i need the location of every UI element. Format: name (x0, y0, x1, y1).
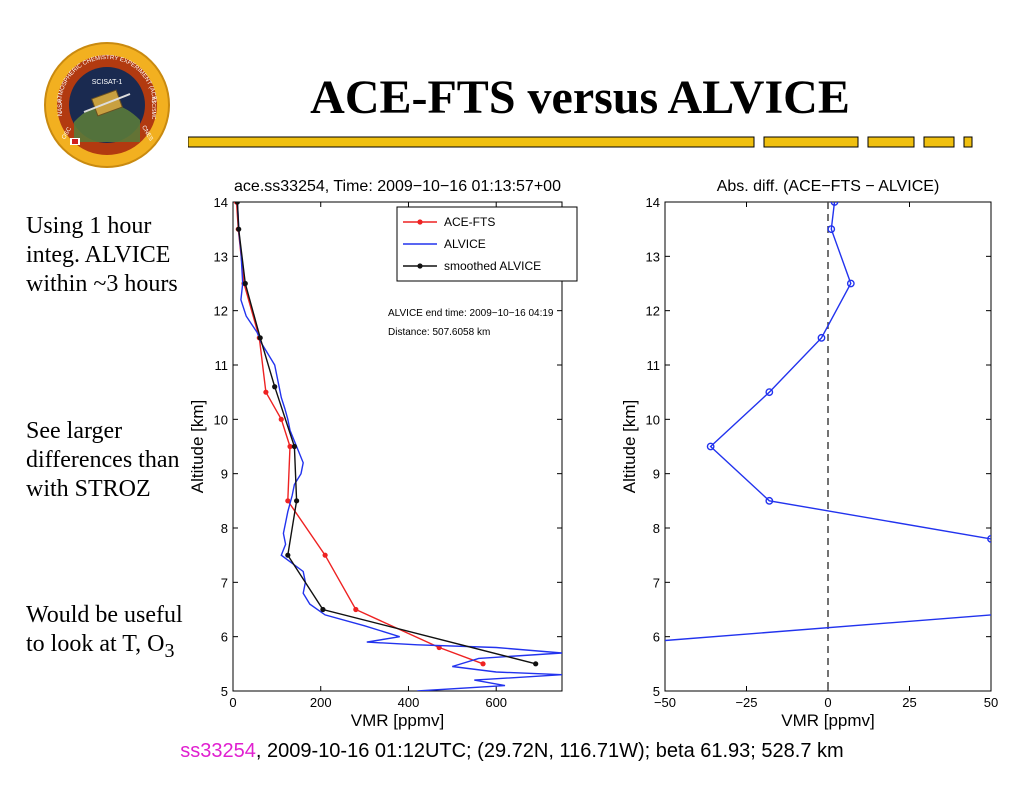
data-point-smoothed-alvice (236, 226, 242, 232)
note-integration: Using 1 hour integ. ALVICE within ~3 hou… (26, 213, 178, 297)
x-tick-label: −50 (654, 695, 676, 710)
note-differences: See larger differences than with STROZ (26, 418, 180, 502)
data-point-smoothed-alvice (272, 384, 278, 390)
x-tick-label: 400 (398, 695, 420, 710)
y-tick-label: 10 (214, 412, 228, 427)
series-line-smoothed-alvice (236, 202, 536, 665)
y-tick-label: 6 (221, 630, 228, 645)
y-tick-label: 11 (647, 358, 661, 373)
data-point-difference (846, 279, 855, 288)
data-point-ace-fts (322, 552, 328, 558)
y-tick-label: 9 (653, 467, 660, 482)
data-point-smoothed-alvice (285, 552, 291, 558)
data-point-difference (827, 225, 836, 234)
y-axis-label: Altitude [km] (620, 400, 639, 494)
y-tick-label: 8 (653, 521, 660, 536)
y-tick-label: 7 (653, 575, 660, 590)
legend-marker (417, 219, 423, 225)
y-tick-label: 8 (221, 521, 228, 536)
data-point-ace-fts (287, 443, 293, 450)
data-point-smoothed-alvice (257, 335, 263, 341)
data-point-ace-fts (285, 498, 291, 504)
ace-scisat-logo: SCISAT-1 NASA ASC/SMC OSC CNES ATMOSPHER… (44, 42, 170, 168)
series-group (665, 202, 991, 642)
data-point-smoothed-alvice (320, 606, 326, 613)
x-tick-label: 200 (310, 695, 332, 710)
series-line-alvice (236, 202, 562, 691)
data-point-ace-fts (480, 661, 486, 667)
x-tick-label: 25 (902, 695, 916, 710)
data-point-smoothed-alvice (242, 280, 248, 287)
y-axis-label: Altitude [km] (188, 400, 207, 494)
y-tick-label: 5 (221, 684, 228, 699)
x-tick-label: −25 (735, 695, 757, 710)
y-tick-label: 9 (221, 467, 228, 482)
chart-title: Abs. diff. (ACE−FTS − ALVICE) (717, 178, 940, 195)
data-point-difference (765, 496, 774, 505)
note-useful-subscript: 3 (164, 639, 175, 662)
data-point-difference (817, 333, 826, 342)
y-tick-label: 5 (653, 684, 660, 699)
series-line-difference (665, 614, 991, 642)
chart-title: ace.ss33254, Time: 2009−10−16 01:13:57+0… (234, 178, 561, 195)
y-tick-label: 7 (221, 575, 228, 590)
data-point-smoothed-alvice (291, 443, 298, 450)
logo-left-text: NASA (58, 100, 64, 116)
chart-left: ace.ss33254, Time: 2009−10−16 01:13:57+0… (188, 178, 578, 730)
data-point-smoothed-alvice (294, 498, 300, 504)
x-tick-label: 0 (824, 695, 831, 710)
y-tick-label: 6 (653, 630, 660, 645)
y-tick-label: 10 (646, 412, 660, 427)
title-underline-bars (188, 136, 973, 148)
orbit-link[interactable]: ss33254 (180, 740, 256, 762)
data-point-difference (706, 442, 715, 451)
y-tick-label: 14 (646, 195, 660, 210)
legend-label: ALVICE (444, 237, 486, 251)
data-point-difference (765, 388, 774, 397)
data-point-ace-fts (278, 416, 284, 422)
data-point-difference (830, 202, 839, 206)
y-tick-label: 14 (214, 195, 228, 210)
x-axis-label: VMR [ppmv] (781, 711, 875, 730)
x-tick-label: 600 (485, 695, 507, 710)
chart-annotation: Distance: 507.6058 km (388, 327, 490, 338)
y-tick-label: 13 (214, 249, 228, 264)
footer-details: , 2009-10-16 01:12UTC; (29.72N, 116.71W)… (255, 740, 844, 762)
y-tick-label: 12 (214, 304, 228, 319)
x-tick-label: 50 (984, 695, 998, 710)
note-useful-text: Would be useful to look at T, O (26, 602, 183, 657)
chart-right: Abs. diff. (ACE−FTS − ALVICE) −50 −25 0 25 50… (620, 178, 998, 730)
logo-right-text: ASC/SMC (150, 97, 156, 120)
legend-marker (417, 263, 423, 269)
series-line-ace-fts (235, 202, 484, 665)
series-group (233, 202, 562, 691)
slide-title: ACE-FTS versus ALVICE (310, 71, 850, 124)
legend: ACE-FTS ALVICE smoothed ALVICE (396, 206, 578, 282)
note-useful: Would be useful to look at T, O3 (26, 601, 196, 666)
x-tick-label: 0 (229, 695, 236, 710)
logo-center-text: SCISAT-1 (92, 79, 123, 86)
legend-label: ACE-FTS (444, 215, 495, 229)
data-point-smoothed-alvice (234, 202, 240, 205)
data-point-ace-fts (353, 606, 359, 613)
y-tick-label: 12 (646, 304, 660, 319)
data-point-difference (987, 534, 991, 543)
footer-caption: ss33254, 2009-10-16 01:12UTC; (29.72N, 1… (0, 740, 1024, 763)
x-axis-label: VMR [ppmv] (351, 711, 445, 730)
chart-annotation: ALVICE end time: 2009−10−16 04:19 (388, 308, 554, 319)
data-point-smoothed-alvice (533, 661, 539, 667)
y-tick-label: 13 (646, 249, 660, 264)
series-line-difference (709, 202, 991, 540)
plot-frame (232, 201, 563, 692)
data-point-ace-fts (263, 389, 269, 395)
y-tick-label: 11 (215, 358, 229, 373)
legend-label: smoothed ALVICE (444, 259, 541, 273)
